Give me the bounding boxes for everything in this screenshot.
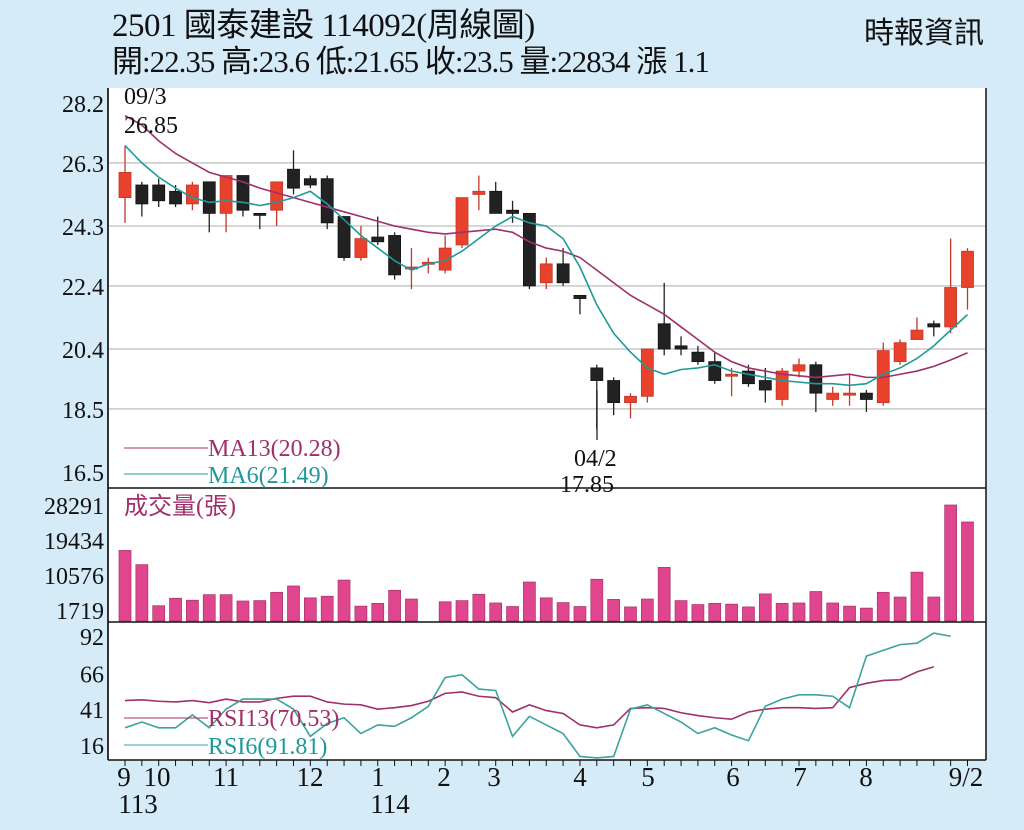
svg-text:28291: 28291 [44, 494, 104, 520]
svg-text:113: 113 [118, 789, 158, 819]
low-value-annotation: 17.85 [560, 472, 614, 498]
ma6-line [124, 145, 969, 387]
svg-text:8: 8 [859, 762, 873, 792]
svg-text:10: 10 [144, 762, 171, 792]
chart-title: 2501 國泰建設 114092(周線圖) [112, 8, 535, 44]
volume-title: 成交量(張) [124, 493, 236, 520]
svg-text:19434: 19434 [44, 529, 104, 555]
y-axis-labels: 28.2 26.3 24.3 22.4 20.4 18.5 16.5 28291 19434 10… [44, 92, 104, 760]
svg-text:92: 92 [80, 625, 104, 651]
ohlc-summary: 開:22.35 高:23.6 低:21.65 收:23.5 量:22834 漲 … [112, 44, 710, 79]
svg-text:20.4: 20.4 [62, 338, 104, 364]
rsi6-legend: RSI6(91.81) [208, 734, 327, 760]
svg-text:16.5: 16.5 [62, 461, 104, 487]
svg-text:5: 5 [641, 762, 655, 792]
ma13-legend: MA13(20.28) [208, 436, 341, 462]
svg-text:11: 11 [213, 762, 239, 792]
svg-text:24.3: 24.3 [62, 215, 104, 241]
high-date-annotation: 09/3 [124, 84, 167, 110]
volume-bars [118, 504, 974, 622]
svg-text:18.5: 18.5 [62, 398, 104, 424]
svg-text:1: 1 [371, 762, 385, 792]
ma13-line [124, 114, 968, 379]
svg-text:41: 41 [80, 698, 104, 724]
svg-text:12: 12 [297, 762, 324, 792]
svg-text:66: 66 [80, 662, 104, 688]
svg-text:2: 2 [437, 762, 451, 792]
high-value-annotation: 26.85 [124, 113, 178, 139]
svg-text:7: 7 [793, 762, 807, 792]
low-date-annotation: 04/2 [574, 446, 617, 472]
ma6-legend: MA6(21.49) [208, 463, 329, 489]
rsi13-legend: RSI13(70.53) [208, 706, 339, 732]
svg-text:28.2: 28.2 [62, 92, 104, 118]
svg-text:16: 16 [80, 734, 104, 760]
svg-text:4: 4 [573, 762, 587, 792]
rsi13-line [124, 666, 935, 729]
rsi6-line [124, 632, 951, 759]
source-label: 時報資訊 [864, 16, 984, 51]
svg-text:3: 3 [487, 762, 501, 792]
svg-text:26.3: 26.3 [62, 152, 104, 178]
chart-frame [108, 88, 986, 760]
svg-text:6: 6 [726, 762, 740, 792]
svg-text:114: 114 [370, 789, 410, 819]
svg-text:9: 9 [117, 762, 131, 792]
x-axis-ticks [124, 760, 968, 766]
svg-text:10576: 10576 [44, 564, 104, 590]
svg-text:9/2: 9/2 [949, 762, 984, 792]
svg-text:1719: 1719 [56, 599, 104, 625]
svg-text:22.4: 22.4 [62, 275, 104, 301]
